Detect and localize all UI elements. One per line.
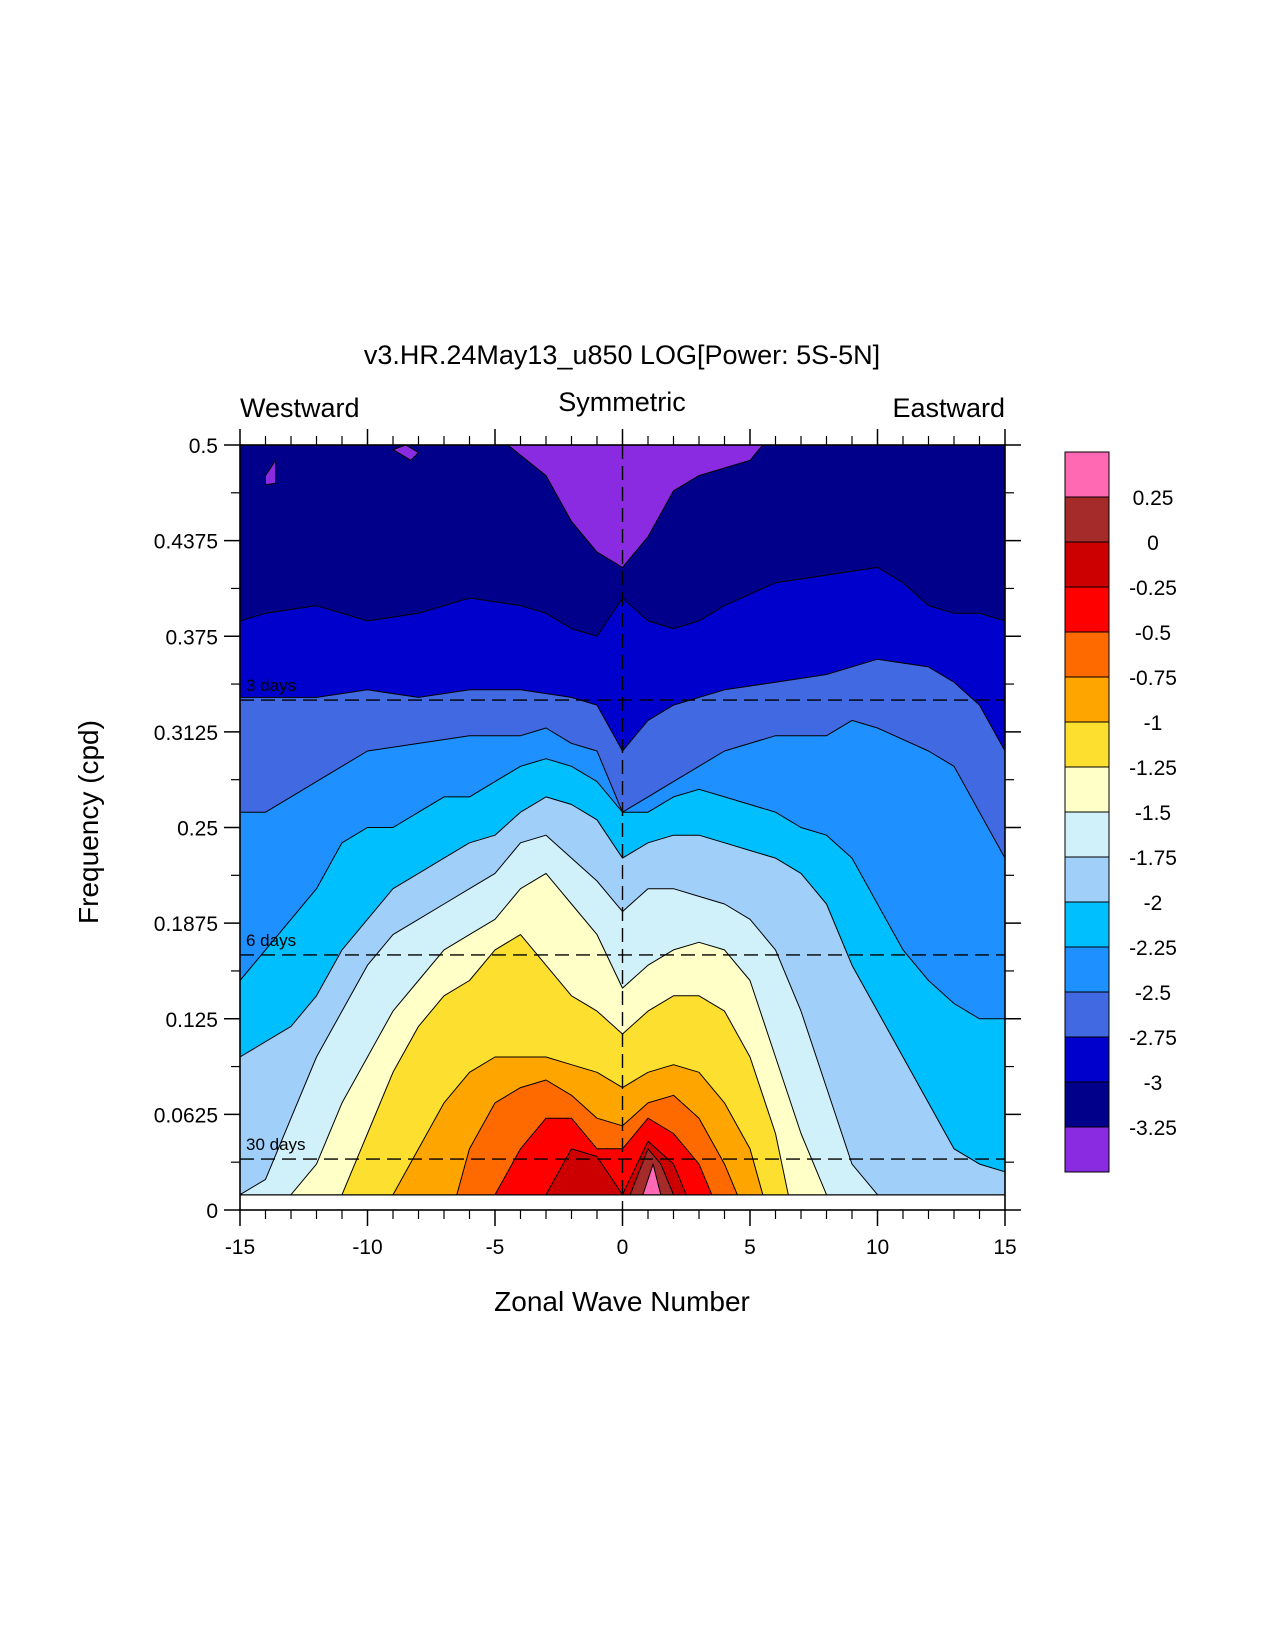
colorbar-label: -2.75 [1129, 1027, 1177, 1050]
x-tick-label: 0 [617, 1236, 629, 1259]
x-tick-label: -5 [486, 1236, 505, 1259]
x-tick-label: 10 [866, 1236, 889, 1259]
low-power-patch-1 [391, 444, 420, 461]
colorbar-label: -2.5 [1135, 982, 1171, 1005]
colorbar-label: 0 [1147, 532, 1159, 555]
y-tick-label: 0.1875 [154, 913, 218, 936]
x-axis-label: Zonal Wave Number [494, 1286, 750, 1317]
colorbar-swatch [1064, 811, 1110, 858]
colorbar-swatch [1064, 1126, 1110, 1173]
colorbar-swatch [1064, 1081, 1110, 1128]
colorbar-label: -0.5 [1135, 622, 1171, 645]
colorbar-label: -1.75 [1129, 847, 1177, 870]
y-tick-label: 0.3125 [154, 722, 218, 745]
westward-label: Westward [240, 393, 360, 423]
colorbar-swatch [1064, 991, 1110, 1038]
colorbar-swatch [1064, 721, 1110, 768]
y-tick-label: 0.4375 [154, 531, 218, 554]
y-tick-label: 0 [206, 1200, 218, 1223]
low-power-patch-2 [265, 458, 277, 486]
eastward-label: Eastward [892, 393, 1005, 423]
colorbar-swatch [1064, 766, 1110, 813]
colorbar-label: -2.25 [1129, 937, 1177, 960]
y-tick-label: 0.5 [189, 435, 218, 458]
colorbar-label: 0.25 [1133, 487, 1174, 510]
colorbar-swatch [1064, 676, 1110, 723]
colorbar-swatch [1064, 856, 1110, 903]
colorbar-swatch [1064, 631, 1110, 678]
x-tick-label: 15 [993, 1236, 1016, 1259]
colorbar-swatch [1064, 451, 1110, 498]
chart-title: v3.HR.24May13_u850 LOG[Power: 5S-5N] [364, 340, 880, 370]
period-label-3-days: 3 days [246, 676, 296, 695]
colorbar-label: -1 [1144, 712, 1163, 735]
colorbar-swatch [1064, 496, 1110, 543]
y-axis-label: Frequency (cpd) [73, 720, 104, 924]
colorbar-label: -1.5 [1135, 802, 1171, 825]
y-tick-label: 0.25 [177, 818, 218, 841]
colorbar-label: -3.25 [1129, 1117, 1177, 1140]
colorbar-swatch [1064, 541, 1110, 588]
period-label-6-days: 6 days [246, 931, 296, 950]
y-tick-label: 0.125 [165, 1009, 218, 1032]
colorbar: 0.25 0 -0.25 -0.5 -0.75 -1 -1.25 -1.5 -1.75 -2 -2.… [1064, 451, 1177, 1173]
axes: -15 -10 -5 0 5 10 15 0 0.0625 0.125 0.1875 0.25 0.31… [154, 429, 1021, 1259]
colorbar-swatch [1064, 946, 1110, 993]
colorbar-swatch [1064, 1036, 1110, 1083]
colorbar-label: -1.25 [1129, 757, 1177, 780]
colorbar-swatch [1064, 901, 1110, 948]
symmetric-label: Symmetric [558, 387, 686, 417]
colorbar-label: -2 [1144, 892, 1163, 915]
x-tick-label: -15 [225, 1236, 255, 1259]
colorbar-label: -3 [1144, 1072, 1163, 1095]
contour-band-0.25 [642, 1163, 662, 1196]
y-tick-label: 0.375 [165, 626, 218, 649]
colorbar-swatch [1064, 586, 1110, 633]
low-power-patch-0 [506, 444, 764, 569]
colorbar-label: -0.25 [1129, 577, 1177, 600]
period-lines: 3 days 6 days 30 days [240, 445, 1005, 1210]
colorbar-label: -0.75 [1129, 667, 1177, 690]
period-label-30-days: 30 days [246, 1135, 306, 1154]
y-tick-label: 0.0625 [154, 1104, 218, 1127]
x-tick-label: -10 [352, 1236, 382, 1259]
x-tick-label: 5 [744, 1236, 756, 1259]
